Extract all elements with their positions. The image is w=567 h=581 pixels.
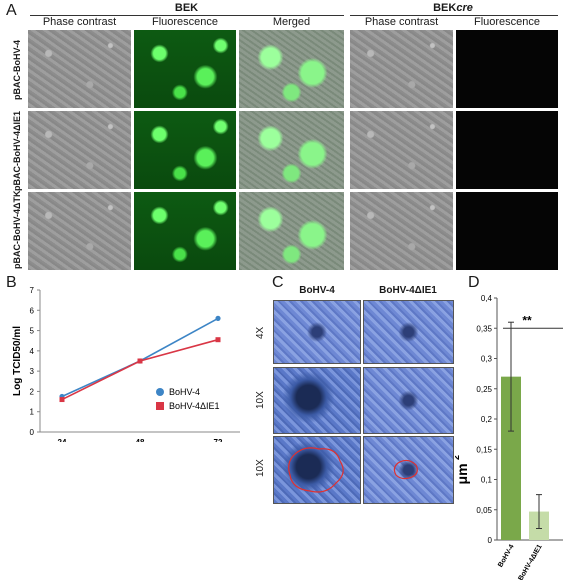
data-point-ie1 [137,358,143,364]
y-tick-label: 0,3 [481,355,493,364]
micrograph-r3-cre-fluor [456,192,558,270]
micrograph-r1-phase [28,30,131,108]
plaque-4x-bohv4 [273,300,361,364]
plaque-10x-bohv4 [273,367,361,434]
x-tick-label: BoHV-4ΔIE1 [517,543,543,580]
micrograph-r2-phase [28,111,131,189]
y-tick-label: 2 [30,387,35,396]
micrograph-r3-merged [239,192,344,270]
y-tick-label: 0 [30,428,35,437]
col-header-phase-right: Phase contrast [364,16,439,28]
data-point-ie1 [59,397,65,403]
col-header-fluorescence-left: Fluorescence [151,16,219,28]
y-tick-label: 1 [30,408,35,417]
micrograph-r3-fluor [134,192,236,270]
y-tick-label: 0,05 [476,506,492,515]
legend-label-ie1: BoHV-4ΔIE1 [169,401,220,411]
y-tick-label: 4 [30,347,35,356]
micrograph-r1-cre-fluor [456,30,558,108]
micrograph-r2-cre-fluor [456,111,558,189]
plaque-outline-bohv4 [288,447,344,493]
series-line-0 [61,317,219,398]
legend-marker-bohv4 [156,388,164,396]
legend-label-bohv4: BoHV-4 [169,387,200,397]
micrograph-r2-fluor [134,111,236,189]
y-tick-label: 7 [30,286,35,295]
y-tick-label: 0,35 [476,324,492,333]
y-axis-title-sup: 2 [455,455,461,460]
bekcre-prefix: BEK [433,2,457,14]
bek-group-line [30,15,344,16]
micrograph-r1-cre-phase [350,30,453,108]
y-tick-label: 5 [30,327,35,336]
bek-group-header: BEK [174,2,199,14]
y-tick-label: 6 [30,306,35,315]
panel-c-col-header-bohv4: BoHV-4 [299,285,335,296]
y-axis-title: μm [455,463,470,484]
col-header-fluorescence-right: Fluorescence [473,16,541,28]
row-label-bohv4-dtk: pBAC-BoHV-4ΔTK [12,190,22,270]
y-tick-label: 0,15 [476,445,492,454]
y-tick-label: 0,1 [481,476,493,485]
y-tick-label: 0,25 [476,385,492,394]
micrograph-r1-fluor [134,30,236,108]
y-axis-title: Log TCID50/ml [12,326,23,396]
plaque-10x-ie1-outlined [363,436,454,504]
panel-a-letter: A [6,2,17,19]
data-point-ie1 [215,337,221,343]
col-header-phase-left: Phase contrast [42,16,117,28]
micrograph-r3-phase [28,192,131,270]
bar-0 [501,376,521,540]
significance-marker: ** [522,313,532,327]
x-tick-label: 48 [136,438,145,442]
row-label-bohv4: pBAC-BoHV-4 [12,40,22,100]
panel-c-row-label-10x-a: 10X [255,391,266,410]
panel-d-letter: D [468,274,480,291]
x-tick-label: 72 [214,438,223,442]
x-tick-label: BoHV-4 [497,543,516,568]
bekcre-group-header: BEKcre [348,2,558,14]
panel-b-line-chart: 01234567244872Hours post infectionLog TC… [12,286,240,442]
bekcre-group-line [350,15,558,16]
micrograph-r1-merged [239,30,344,108]
legend-marker-ie1 [156,402,164,410]
y-tick-label: 0,2 [481,415,493,424]
data-point-bohv4 [215,315,221,321]
y-tick-label: 3 [30,367,35,376]
bekcre-suffix: cre [456,2,473,14]
row-label-bohv4-die1: pBAC-BoHV-4ΔIE1 [12,111,22,191]
panel-c-row-label-10x-b: 10X [255,459,266,478]
y-tick-label: 0 [488,536,493,545]
x-tick-label: 24 [58,438,67,442]
micrograph-r2-merged [239,111,344,189]
panel-d-bar-chart: 0 0,05 0,1 0,15 0,2 0,25 0,3 0,35 0,4 μm 2 BoHV-4Bo… [455,294,563,580]
y-tick-label: 0,4 [481,294,493,303]
panel-b-letter: B [6,274,17,291]
plaque-10x-ie1 [363,367,454,434]
panel-c-col-header-ie1: BoHV-4ΔIE1 [379,285,437,296]
micrograph-r3-cre-phase [350,192,453,270]
plaque-4x-ie1 [363,300,454,364]
panel-c-letter: C [272,274,284,291]
panel-c-row-label-4x: 4X [255,326,266,340]
plaque-outline-ie1 [393,459,418,480]
col-header-merged: Merged [272,16,311,28]
plaque-10x-bohv4-outlined [273,436,361,504]
micrograph-r2-cre-phase [350,111,453,189]
